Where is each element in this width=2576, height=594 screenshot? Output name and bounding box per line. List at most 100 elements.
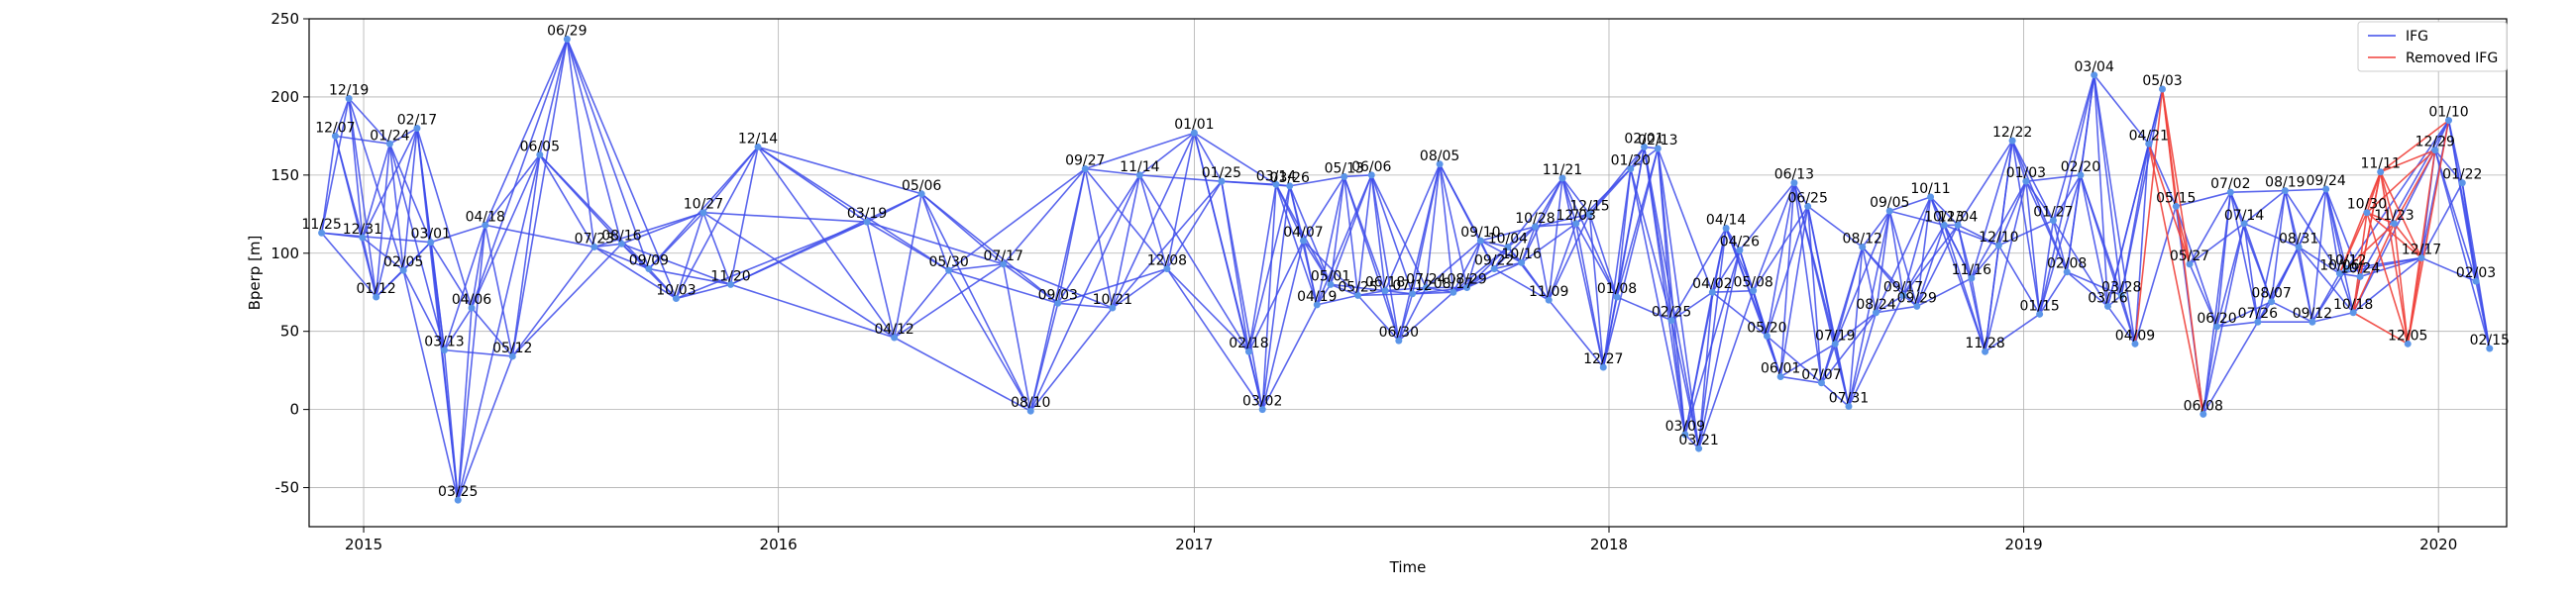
- ifg-edge: [1820, 382, 1850, 408]
- acquisition-point: [482, 221, 489, 229]
- acquisition-point: [1982, 347, 1989, 355]
- acquisition-date-label: 09/17: [1883, 279, 1923, 295]
- ifg-edge: [2175, 206, 2218, 328]
- ifg-edge: [593, 246, 677, 300]
- ifg-edge: [1289, 175, 1344, 187]
- acquisition-point: [1558, 174, 1566, 182]
- ifg-edge: [471, 39, 569, 309]
- acquisition-point: [1968, 274, 1976, 282]
- acquisition-date-label: 06/06: [1351, 159, 1391, 175]
- acquisition-date-label: 12/19: [329, 83, 369, 99]
- ifg-edge: [2025, 181, 2041, 315]
- acquisition-date-label: 04/07: [1283, 225, 1323, 241]
- ifg-edge: [2359, 120, 2450, 277]
- ifg-edge: [1535, 222, 1576, 228]
- acquisition-point: [2226, 188, 2234, 196]
- y-tick-label: 100: [270, 245, 299, 262]
- ifg-edge: [2106, 305, 2136, 345]
- ifg-edge: [1834, 247, 1864, 345]
- ifg-edge: [1998, 219, 2054, 247]
- ifg-edge: [1561, 177, 1618, 298]
- ifg-edge: [2311, 188, 2327, 323]
- acquisition-date-label: 10/27: [684, 197, 723, 213]
- acquisition-point: [2390, 220, 2398, 228]
- removed-ifg-edge: [2393, 223, 2410, 345]
- ifg-edge: [1343, 174, 1372, 178]
- ifg-edge: [1780, 375, 1822, 384]
- ifg-edge: [2420, 256, 2477, 282]
- ifg-edge: [1902, 224, 1946, 296]
- ifg-edge: [1330, 283, 1358, 297]
- removed-ifg-edge: [2407, 120, 2450, 345]
- acquisition-date-label: 10/03: [656, 283, 696, 299]
- ifg-edge: [402, 269, 460, 501]
- y-axis-ticks: -50 0 50 100 150 200 250: [270, 10, 309, 497]
- ifg-edge: [1616, 148, 1660, 298]
- ifg-edge: [757, 146, 896, 339]
- ifg-edge: [1261, 184, 1277, 410]
- acquisition-date-label: 09/22: [1474, 253, 1514, 269]
- acquisition-date-label: 03/01: [411, 227, 451, 243]
- x-tick-label: 2020: [2419, 536, 2457, 553]
- removed-ifg-edge: [2379, 171, 2410, 345]
- ifg-edge: [443, 349, 460, 501]
- acquisition-date-label: 10/04: [1488, 231, 1528, 247]
- acquisition-point: [1490, 265, 1498, 273]
- ifg-edge: [1166, 267, 1250, 352]
- ifg-edge: [1356, 294, 1400, 342]
- x-tick-label: 2015: [345, 536, 382, 553]
- ifg-edge: [1316, 176, 1345, 306]
- acquisition-date-label: 05/03: [2142, 73, 2182, 89]
- ifg-edge: [484, 224, 595, 248]
- acquisition-date-label: 01/12: [356, 281, 395, 297]
- ifg-edge: [1493, 226, 1537, 270]
- acquisition-date-label: 03/19: [847, 206, 887, 222]
- acquisition-date-label: 10/21: [1093, 292, 1132, 308]
- ifg-edge: [1985, 313, 2041, 352]
- acquisition-date-label: 04/02: [1692, 276, 1732, 292]
- acquisition-date-label: 04/12: [874, 322, 913, 338]
- acquisition-point: [2172, 202, 2180, 210]
- ifg-edge: [2298, 246, 2354, 314]
- acquisition-date-label: 07/12: [1392, 278, 1432, 294]
- ifg-edge: [2243, 223, 2259, 323]
- ifg-edge: [2215, 223, 2245, 328]
- ifg-edge: [1247, 351, 1263, 410]
- ifg-edge: [1275, 184, 1319, 306]
- y-tick-label: -50: [275, 479, 300, 497]
- acquisition-date-label: 04/14: [1706, 213, 1746, 229]
- acquisition-date-label: 09/24: [2306, 173, 2345, 189]
- ifg-edge: [1138, 132, 1195, 176]
- ifg-edge: [1861, 247, 1878, 313]
- acquisition-point: [1722, 225, 1730, 233]
- acquisition-date-label: 05/15: [2156, 190, 2196, 206]
- ifg-edge: [676, 283, 731, 300]
- ifg-edge: [1984, 180, 2027, 352]
- acquisition-point: [2356, 272, 2364, 280]
- x-tick-label: 2019: [2004, 536, 2042, 553]
- removed-ifg-edge: [2379, 171, 2396, 224]
- acquisition-date-label: 11/28: [1965, 336, 2004, 351]
- acquisition-point: [454, 496, 462, 504]
- ifg-edge: [2243, 223, 2273, 302]
- legend-removed-label: Removed IFG: [2406, 50, 2498, 66]
- ifg-edge: [1193, 132, 1223, 182]
- ifg-edge: [1807, 205, 1864, 248]
- ifg-edge: [2202, 321, 2259, 415]
- ifg-edge: [1029, 307, 1114, 412]
- ifg-edge: [362, 128, 418, 239]
- acquisition-date-label: 08/16: [601, 228, 641, 244]
- acquisition-point: [2445, 117, 2453, 125]
- acquisition-point: [2036, 310, 2044, 318]
- ifg-edge: [1411, 163, 1441, 294]
- ifg-edge: [2189, 263, 2218, 328]
- removed-ifg-edge: [2359, 171, 2382, 277]
- ifg-edge: [1848, 312, 1878, 407]
- ifg-edge: [2011, 140, 2041, 315]
- ifg-edge: [2243, 190, 2286, 225]
- ifg-edge: [1425, 240, 1481, 289]
- ifg-edge: [471, 154, 541, 309]
- ifg-edge: [920, 193, 1031, 412]
- ifg-edge: [1862, 210, 1890, 248]
- acquisition-point: [1750, 287, 1758, 295]
